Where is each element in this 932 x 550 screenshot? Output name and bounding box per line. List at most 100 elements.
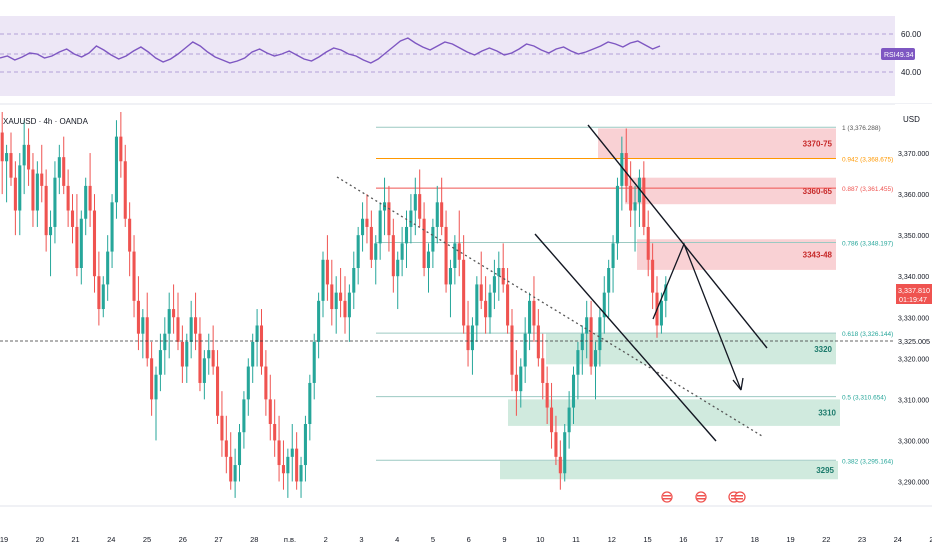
last-price-value: 3,337.810 [898,286,930,295]
us-flag-icon-stripe [697,498,705,500]
candle-body [207,350,211,359]
price-tick: 3,330.000 [898,315,929,322]
rsi-pane[interactable]: 60.00 40.00 RSI 49.34 [0,16,922,96]
fib-level-label: 0.786 (3,348.197) [842,241,893,248]
candlesticks [0,112,668,498]
us-flag-icon[interactable] [661,491,673,503]
channel-lower-line[interactable] [534,233,717,442]
candle-body [101,284,105,310]
candle-body [545,382,549,408]
candle-body [624,153,628,186]
candle-body [646,226,650,260]
candle-body [303,424,307,466]
candle-body [664,284,668,301]
candle-body [396,259,400,277]
zone-red [598,128,836,160]
price-tick-labels: 3,370.000 3,360.000 3,350.000 3,340.000 3,33… [898,151,929,486]
candle-body [242,399,246,433]
candle-body [220,415,224,441]
candle-body [369,226,373,260]
channel-upper-line[interactable] [587,124,768,349]
candle-body [277,440,281,466]
candle-body [330,284,334,310]
price-tick: 3,290.000 [898,479,929,486]
fibonacci-levels: 1 (3,376.288) 0.942 (3,368.675) 0.887 (3,3… [376,125,893,465]
candle-body [237,432,242,466]
candle-body [92,210,97,277]
candle-body [88,185,92,211]
time-tick: 19 [0,535,8,544]
economic-event-icons[interactable] [661,491,746,503]
candle-body [180,341,184,367]
candle-body [554,432,558,457]
crosshair-price-value: 3,325.005 [898,337,930,346]
price-axis[interactable]: USD 3,370.000 3,360.000 3,350.000 3,340.000… [895,104,932,506]
candle-body [378,210,382,244]
price-tick: 3,320.000 [898,356,929,363]
rsi-tag-label: RSI [884,52,896,59]
candle-body [374,243,378,260]
candle-body [325,259,329,285]
candle-body [409,210,413,227]
zone-label: 3360-65 [803,187,833,196]
candle-body [528,300,532,334]
rsi-line [0,37,661,64]
candle-body [246,366,250,400]
candle-body [629,185,633,211]
supply-demand-zones: 3370-75 3360-65 3343-48 3320 3310 3295 [500,128,840,480]
us-flag-icon[interactable] [734,491,746,503]
candle-body [198,333,202,383]
zone-label: 3370-75 [803,140,833,149]
candle-body [466,325,470,351]
candle-body [0,132,4,162]
candle-body [418,194,422,219]
candle-body [506,284,510,326]
time-tick: 28 [250,535,258,544]
candle-body [479,284,483,301]
candle-body [602,292,606,318]
us-flag-icon-stripe [663,495,671,497]
candle-body [308,382,312,424]
time-tick: 17 [715,535,723,544]
zone-green [508,399,840,426]
candle-body [317,300,321,342]
candle-body [387,202,391,236]
time-tick: 18 [751,535,759,544]
time-tick: 10 [536,535,544,544]
candle-body [593,350,598,367]
time-axis[interactable]: 19 20 21 24 25 26 27 28 п.в. 2 3 4 5 6 9 10 11 12 15 16 17 18… [0,505,932,544]
candle-body [172,309,176,318]
zone-label: 3320 [814,345,832,354]
candle-body [13,177,17,211]
candle-body [510,325,514,375]
candle-body [558,456,562,474]
symbol-title: XAUUSD · 4h · OANDA [3,117,89,126]
time-tick: 22 [822,535,830,544]
time-tick: 27 [214,535,222,544]
crosshair-price-tag [896,335,932,347]
candle-body [365,218,369,227]
candle-body [97,276,101,310]
last-price-tag [896,284,932,304]
time-tick: 21 [71,535,79,544]
candle-body [598,317,602,351]
us-flag-icon[interactable] [695,491,707,503]
candle-body [356,235,360,268]
candle-body [567,407,571,433]
zone-label: 3310 [818,409,836,418]
candle-body [312,341,316,383]
candle-body [233,465,237,482]
price-tick: 3,310.000 [898,397,929,404]
candle-body [633,202,637,211]
candle-body [519,366,523,392]
zone-label: 3343-48 [803,251,833,260]
candle-body [484,300,488,318]
candle-body [523,333,527,367]
zone-label: 3295 [816,466,834,475]
candle-body [202,358,206,383]
time-tick: 5 [431,535,435,544]
price-pane[interactable]: 3370-75 3360-65 3343-48 3320 3310 3295 1 (3,3… [0,112,895,503]
candle-body [9,153,13,178]
candle-body [321,259,325,301]
